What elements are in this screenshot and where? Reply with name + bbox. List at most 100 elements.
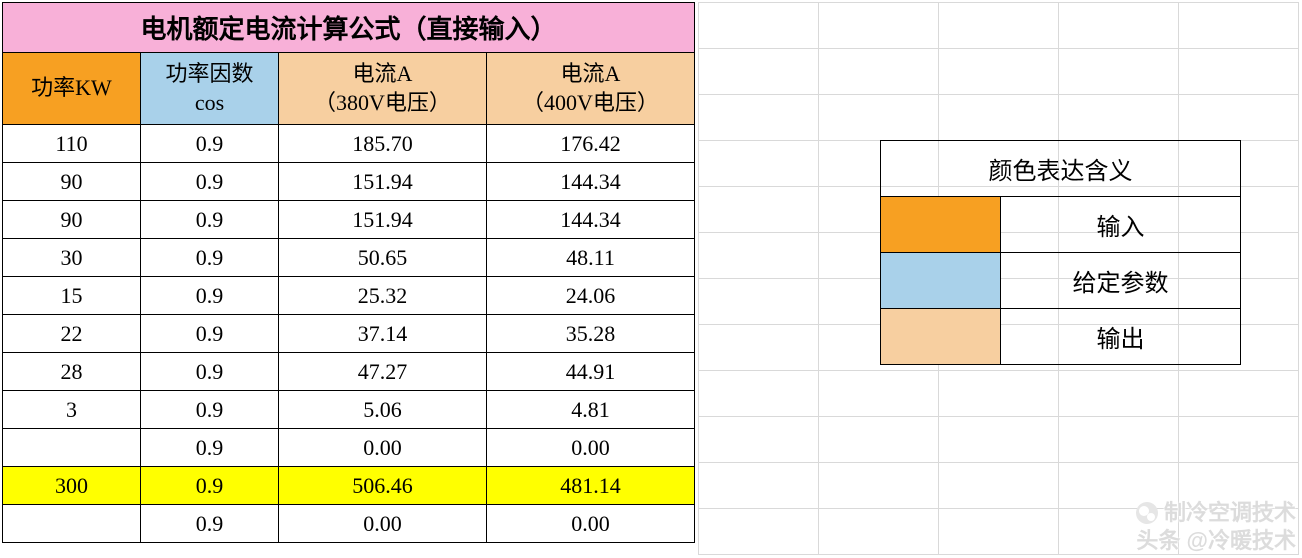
legend-title: 颜色表达含义: [881, 141, 1241, 197]
cell-kw[interactable]: 90: [3, 163, 141, 201]
grid-cell[interactable]: [1059, 463, 1179, 509]
grid-cell[interactable]: [1179, 49, 1299, 95]
legend-label: 给定参数: [1001, 253, 1241, 309]
cell-cos: 0.9: [141, 239, 279, 277]
cell-cos: 0.9: [141, 467, 279, 505]
cell-cos: 0.9: [141, 505, 279, 543]
cell-a400: 481.14: [487, 467, 695, 505]
col-header-cos-l2: cos: [195, 90, 224, 115]
cell-kw[interactable]: 300: [3, 467, 141, 505]
table-title: 电机额定电流计算公式（直接输入）: [3, 3, 695, 53]
cell-a380: 151.94: [279, 201, 487, 239]
cell-a380: 185.70: [279, 125, 487, 163]
col-header-380v-l1: 电流A: [353, 61, 413, 86]
grid-cell[interactable]: [699, 3, 819, 49]
grid-cell[interactable]: [819, 95, 939, 141]
grid-cell[interactable]: [699, 279, 819, 325]
grid-cell[interactable]: [699, 95, 819, 141]
grid-cell[interactable]: [699, 49, 819, 95]
col-header-400v-l1: 电流A: [561, 61, 621, 86]
grid-cell[interactable]: [1179, 3, 1299, 49]
grid-cell[interactable]: [1059, 509, 1179, 555]
grid-cell[interactable]: [1059, 371, 1179, 417]
grid-cell[interactable]: [819, 371, 939, 417]
cell-a380: 47.27: [279, 353, 487, 391]
legend-swatch: [881, 253, 1001, 309]
table-row: 220.937.1435.28: [3, 315, 695, 353]
cell-kw[interactable]: 30: [3, 239, 141, 277]
table-row: 900.9151.94144.34: [3, 201, 695, 239]
cell-a400: 35.28: [487, 315, 695, 353]
cell-a380: 25.32: [279, 277, 487, 315]
grid-cell[interactable]: [819, 463, 939, 509]
cell-kw[interactable]: 110: [3, 125, 141, 163]
cell-a400: 176.42: [487, 125, 695, 163]
table-row: 300.950.6548.11: [3, 239, 695, 277]
cell-kw[interactable]: 90: [3, 201, 141, 239]
grid-cell[interactable]: [1179, 95, 1299, 141]
grid-cell[interactable]: [939, 371, 1059, 417]
grid-cell[interactable]: [1179, 463, 1299, 509]
color-legend: 颜色表达含义 输入给定参数输出: [880, 140, 1241, 365]
cell-cos: 0.9: [141, 429, 279, 467]
grid-cell[interactable]: [699, 325, 819, 371]
legend-row: 给定参数: [881, 253, 1241, 309]
grid-cell[interactable]: [819, 3, 939, 49]
grid-cell[interactable]: [1179, 509, 1299, 555]
col-header-380v-l2: （380V电压）: [314, 90, 451, 115]
grid-cell[interactable]: [1179, 417, 1299, 463]
cell-kw[interactable]: 15: [3, 277, 141, 315]
cell-cos: 0.9: [141, 353, 279, 391]
grid-cell[interactable]: [819, 49, 939, 95]
grid-cell[interactable]: [939, 3, 1059, 49]
legend-row: 输出: [881, 309, 1241, 365]
cell-kw[interactable]: [3, 429, 141, 467]
grid-cell[interactable]: [699, 509, 819, 555]
cell-a400: 0.00: [487, 429, 695, 467]
cell-a380: 5.06: [279, 391, 487, 429]
cell-cos: 0.9: [141, 391, 279, 429]
grid-cell[interactable]: [699, 463, 819, 509]
col-header-cos-l1: 功率因数: [165, 61, 253, 86]
table-row: 3000.9506.46481.14: [3, 467, 695, 505]
grid-cell[interactable]: [1059, 3, 1179, 49]
cell-a380: 50.65: [279, 239, 487, 277]
table-row: 900.9151.94144.34: [3, 163, 695, 201]
cell-a400: 48.11: [487, 239, 695, 277]
cell-a400: 44.91: [487, 353, 695, 391]
cell-a400: 144.34: [487, 201, 695, 239]
grid-cell[interactable]: [939, 417, 1059, 463]
cell-a380: 151.94: [279, 163, 487, 201]
cell-kw[interactable]: 28: [3, 353, 141, 391]
grid-cell[interactable]: [1059, 417, 1179, 463]
grid-cell[interactable]: [699, 187, 819, 233]
grid-cell[interactable]: [699, 417, 819, 463]
motor-current-table: 电机额定电流计算公式（直接输入） 功率KW 功率因数 cos 电流A （380V…: [2, 2, 695, 543]
grid-cell[interactable]: [819, 509, 939, 555]
col-header-power: 功率KW: [3, 53, 141, 125]
table-row: 280.947.2744.91: [3, 353, 695, 391]
cell-kw[interactable]: 3: [3, 391, 141, 429]
cell-a380: 0.00: [279, 429, 487, 467]
cell-a380: 0.00: [279, 505, 487, 543]
grid-cell[interactable]: [1179, 371, 1299, 417]
grid-cell[interactable]: [939, 95, 1059, 141]
cell-a400: 0.00: [487, 505, 695, 543]
grid-cell[interactable]: [1059, 49, 1179, 95]
cell-kw[interactable]: [3, 505, 141, 543]
cell-a400: 4.81: [487, 391, 695, 429]
cell-kw[interactable]: 22: [3, 315, 141, 353]
col-header-380v: 电流A （380V电压）: [279, 53, 487, 125]
cell-cos: 0.9: [141, 201, 279, 239]
grid-cell[interactable]: [699, 233, 819, 279]
grid-cell[interactable]: [699, 141, 819, 187]
grid-cell[interactable]: [939, 509, 1059, 555]
grid-cell[interactable]: [1059, 95, 1179, 141]
cell-a380: 37.14: [279, 315, 487, 353]
cell-cos: 0.9: [141, 163, 279, 201]
grid-cell[interactable]: [819, 417, 939, 463]
legend-label: 输入: [1001, 197, 1241, 253]
grid-cell[interactable]: [939, 463, 1059, 509]
grid-cell[interactable]: [939, 49, 1059, 95]
grid-cell[interactable]: [699, 371, 819, 417]
